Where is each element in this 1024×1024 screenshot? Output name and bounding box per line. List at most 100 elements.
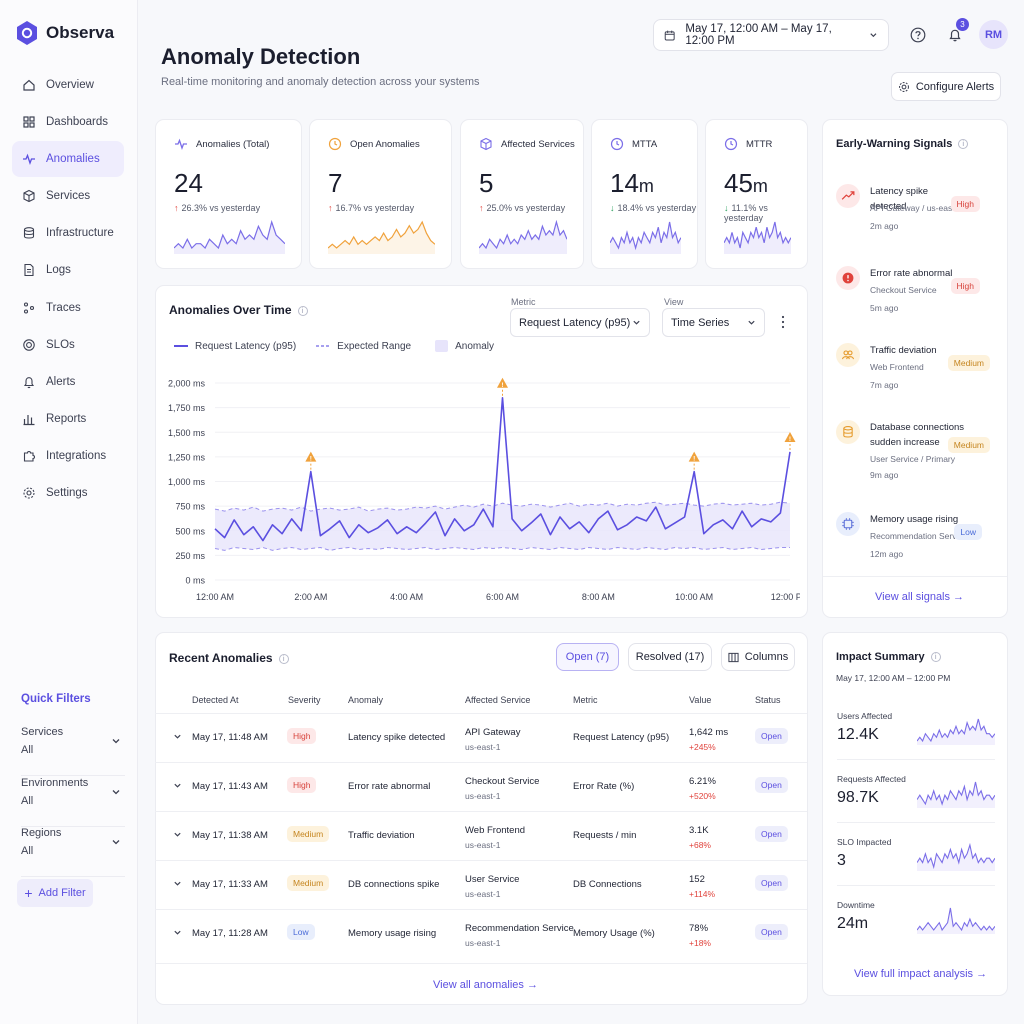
signal-item[interactable]: Error rate abnormal Checkout Service 5m … [836,266,996,326]
sidebar-item-dashboards[interactable]: Dashboards [12,104,124,140]
column-header-severity[interactable]: Severity [288,695,321,705]
sidebar-item-traces[interactable]: Traces [12,290,124,326]
info-icon[interactable]: i [297,305,308,316]
tab-resolved[interactable]: Resolved (17) [628,643,712,671]
impact-sparkline [917,718,995,745]
cell-anomaly: Latency spike detected [348,732,446,743]
chevron-down-icon[interactable] [173,928,182,937]
kpi-card-mtta[interactable]: MTTA 14m ↓ 18.4% vs yesterday [591,119,698,269]
column-header-service[interactable]: Affected Service [465,695,531,705]
column-header-detected[interactable]: Detected At [192,695,239,705]
sidebar-item-integrations[interactable]: Integrations [12,438,124,474]
sidebar-item-services[interactable]: Services [12,178,124,214]
kpi-card-anomalies-total[interactable]: Anomalies (Total) 24 ↑ 26.3% vs yesterday [155,119,302,269]
cell-change: +245% [689,742,716,752]
table-row[interactable]: May 17, 11:48 AM High Latency spike dete… [155,713,807,762]
app-logo[interactable]: Observa [16,20,114,46]
chevron-down-icon [870,33,877,38]
sidebar-item-alerts[interactable]: Alerts [12,364,124,400]
chevron-down-icon[interactable] [173,732,182,741]
configure-alerts-button[interactable]: Configure Alerts [891,72,1001,101]
signal-time: 5m ago [870,303,899,313]
chevron-down-icon [633,320,640,325]
view-select[interactable]: Time Series [662,308,765,337]
sidebar-item-anomalies[interactable]: Anomalies [12,141,124,178]
severity-badge: High [950,278,980,294]
kpi-change-suffix: vs yesterday [724,203,768,223]
legend-item-latency[interactable]: Request Latency (p95) [174,341,296,352]
sidebar-item-slos[interactable]: SLOs [12,327,124,363]
tab-open[interactable]: Open (7) [556,643,619,671]
sidebar-item-label: Alerts [46,375,76,388]
quick-filter-regions[interactable]: Regions All [21,827,125,877]
impact-range: May 17, 12:00 AM – 12:00 PM [836,673,951,683]
quick-filter-services[interactable]: Services All [21,726,125,776]
cell-change: +520% [689,791,716,801]
sidebar-item-logs[interactable]: Logs [12,252,124,288]
kpi-unit: m [752,176,768,196]
chevron-down-icon[interactable] [173,879,182,888]
signal-item[interactable]: Database connections sudden increase Use… [836,420,996,480]
date-range-picker[interactable]: May 17, 12:00 AM – May 17, 12:00 PM [653,19,889,51]
impact-value: 3 [837,852,846,869]
legend-area-swatch [435,340,449,352]
quick-filter-environments[interactable]: Environments All [21,777,125,827]
chevron-down-icon[interactable] [173,830,182,839]
metric-select[interactable]: Request Latency (p95) [510,308,650,337]
column-header-status[interactable]: Status [755,695,781,705]
info-icon[interactable]: i [958,139,969,150]
latency-chart[interactable]: 0 ms 250 ms 500 ms 750 ms 1,000 ms 1,250 ms 1,… [160,368,800,608]
recent-title-text: Recent Anomalies [169,651,273,665]
table-row[interactable]: May 17, 11:33 AM Medium DB connections s… [155,860,807,909]
sidebar-item-overview[interactable]: Overview [12,67,124,103]
view-full-impact-link[interactable]: View full impact analysis → [854,968,988,980]
expected-range-band [215,502,790,551]
filter-value: All [21,794,34,807]
signal-service: Web Frontend [870,362,924,372]
legend-label: Request Latency (p95) [195,340,297,352]
divider [156,963,807,964]
chart-title: Anomalies Over Time i [169,303,308,317]
signal-item[interactable]: Memory usage rising Recommendation Servi… [836,512,996,572]
signal-item[interactable]: Latency spike detected API Gateway / us-… [836,184,996,244]
sidebar-item-infrastructure[interactable]: Infrastructure [12,215,124,251]
table-row[interactable]: May 17, 11:28 AM Low Memory usage rising… [155,909,807,958]
impact-summary-card: Impact Summary i May 17, 12:00 AM – 12:00… [822,632,1008,996]
kpi-card-open-anomalies[interactable]: Open Anomalies 7 ↑ 16.7% vs yesterday [309,119,452,269]
signal-time: 2m ago [870,221,899,231]
column-header-value[interactable]: Value [689,695,712,705]
notifications-button[interactable] [944,24,966,46]
avatar[interactable]: RM [979,20,1008,49]
more-options-button[interactable] [777,313,789,331]
grid-icon [23,116,35,128]
configure-alerts-label: Configure Alerts [915,80,995,93]
view-all-signals-link[interactable]: View all signals → [875,591,965,603]
table-row[interactable]: May 17, 11:38 AM Medium Traffic deviatio… [155,811,807,860]
clock-icon [328,137,342,151]
traces-icon [23,302,35,314]
logo-icon [17,21,37,45]
legend-item-anomaly[interactable]: Anomaly [435,340,494,352]
help-button[interactable] [907,24,929,46]
sidebar-item-settings[interactable]: Settings [12,475,124,511]
view-all-anomalies-link[interactable]: View all anomalies → [433,979,538,991]
chevron-down-icon[interactable] [173,781,182,790]
cell-change: +18% [689,938,711,948]
kpi-label: Anomalies (Total) [196,139,270,150]
metric-label: Metric [511,297,536,307]
sidebar-item-reports[interactable]: Reports [12,401,124,437]
table-row[interactable]: May 17, 11:43 AM High Error rate abnorma… [155,762,807,811]
kpi-card-affected-services[interactable]: Affected Services 5 ↑ 25.0% vs yesterday [460,119,584,269]
info-icon[interactable]: i [278,653,289,664]
info-icon[interactable]: i [930,652,941,663]
kpi-card-mttr[interactable]: MTTR 45m ↓ 11.1% vs yesterday [705,119,808,269]
legend-item-expected[interactable]: Expected Range [316,341,411,352]
notification-badge: 3 [956,18,969,31]
columns-button[interactable]: Columns [721,643,795,671]
kpi-value: 5 [479,168,493,199]
signal-item[interactable]: Traffic deviation Web Frontend 7m ago Me… [836,343,996,403]
add-filter-button[interactable]: + Add Filter [17,879,93,907]
column-header-metric[interactable]: Metric [573,695,598,705]
status-badge: Open [755,826,788,842]
column-header-anomaly[interactable]: Anomaly [348,695,384,705]
